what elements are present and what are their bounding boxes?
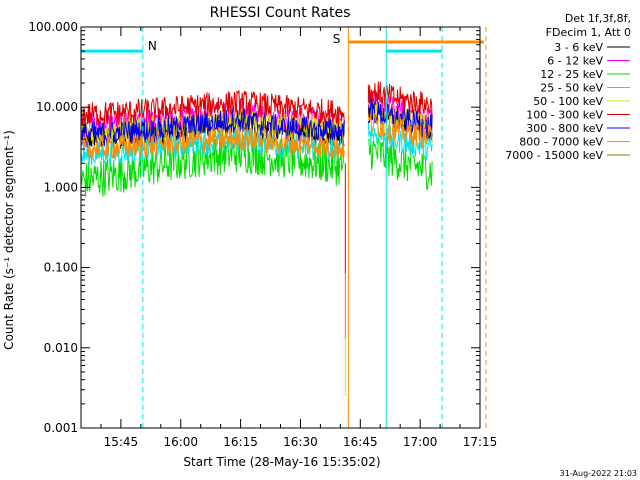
- y-axis-ticks: 100.000 10.000 1.000 0.100 0.010 0.001: [28, 20, 480, 435]
- series-line-2-1: [367, 136, 433, 191]
- legend-header-detectors: Det 1f,3f,8f,: [565, 12, 631, 25]
- series-line-5-0: [80, 89, 345, 127]
- series-line-7-0: [80, 126, 345, 162]
- legend-label: 7000 - 15000 keV: [505, 149, 603, 162]
- legend-header-decimation: FDecim 1, Att 0: [546, 26, 631, 39]
- saa-label: S: [333, 32, 341, 46]
- x-axis-ticks: 15:45 16:00 16:15 16:30 16:45 17:00 17:15: [100, 27, 498, 449]
- legend-label: 3 - 6 keV: [554, 41, 603, 54]
- x-axis-label: Start Time (28-May-16 15:35:02): [183, 455, 380, 469]
- plot-area: NS: [80, 26, 487, 429]
- series-line-5-1: [367, 81, 433, 119]
- y-tick-label: 100.000: [28, 20, 78, 34]
- chart-title: RHESSI Count Rates: [210, 5, 351, 21]
- y-tick-label: 0.001: [44, 421, 78, 435]
- series-line-7-1: [367, 112, 433, 149]
- y-tick-label: 10.000: [36, 100, 78, 114]
- series-line-6-0: [80, 108, 345, 148]
- legend-label: 25 - 50 keV: [540, 82, 603, 95]
- x-tick-label: 17:15: [463, 435, 498, 449]
- night-label: N: [148, 39, 157, 53]
- footer-timestamp: 31-Aug-2022 21:03: [560, 469, 637, 478]
- y-tick-label: 0.100: [44, 261, 78, 275]
- x-tick-label: 16:00: [163, 435, 198, 449]
- series-line-4-1: [367, 100, 433, 137]
- legend-label: 6 - 12 keV: [547, 55, 603, 68]
- legend-label: 12 - 25 keV: [540, 68, 603, 81]
- x-tick-label: 16:45: [343, 435, 378, 449]
- x-tick-label: 17:00: [403, 435, 438, 449]
- x-tick-label: 15:45: [104, 435, 139, 449]
- y-tick-label: 0.010: [44, 341, 78, 355]
- legend-label: 800 - 7000 keV: [519, 136, 603, 149]
- y-axis-label: Count Rate (s⁻¹ detector segment⁻¹): [2, 130, 16, 350]
- x-tick-label: 16:15: [223, 435, 258, 449]
- legend-label: 100 - 300 keV: [526, 109, 603, 122]
- legend-label: 50 - 100 keV: [533, 95, 603, 108]
- y-tick-label: 1.000: [44, 180, 78, 194]
- legend-label: 300 - 800 keV: [526, 122, 603, 135]
- x-tick-label: 16:30: [283, 435, 318, 449]
